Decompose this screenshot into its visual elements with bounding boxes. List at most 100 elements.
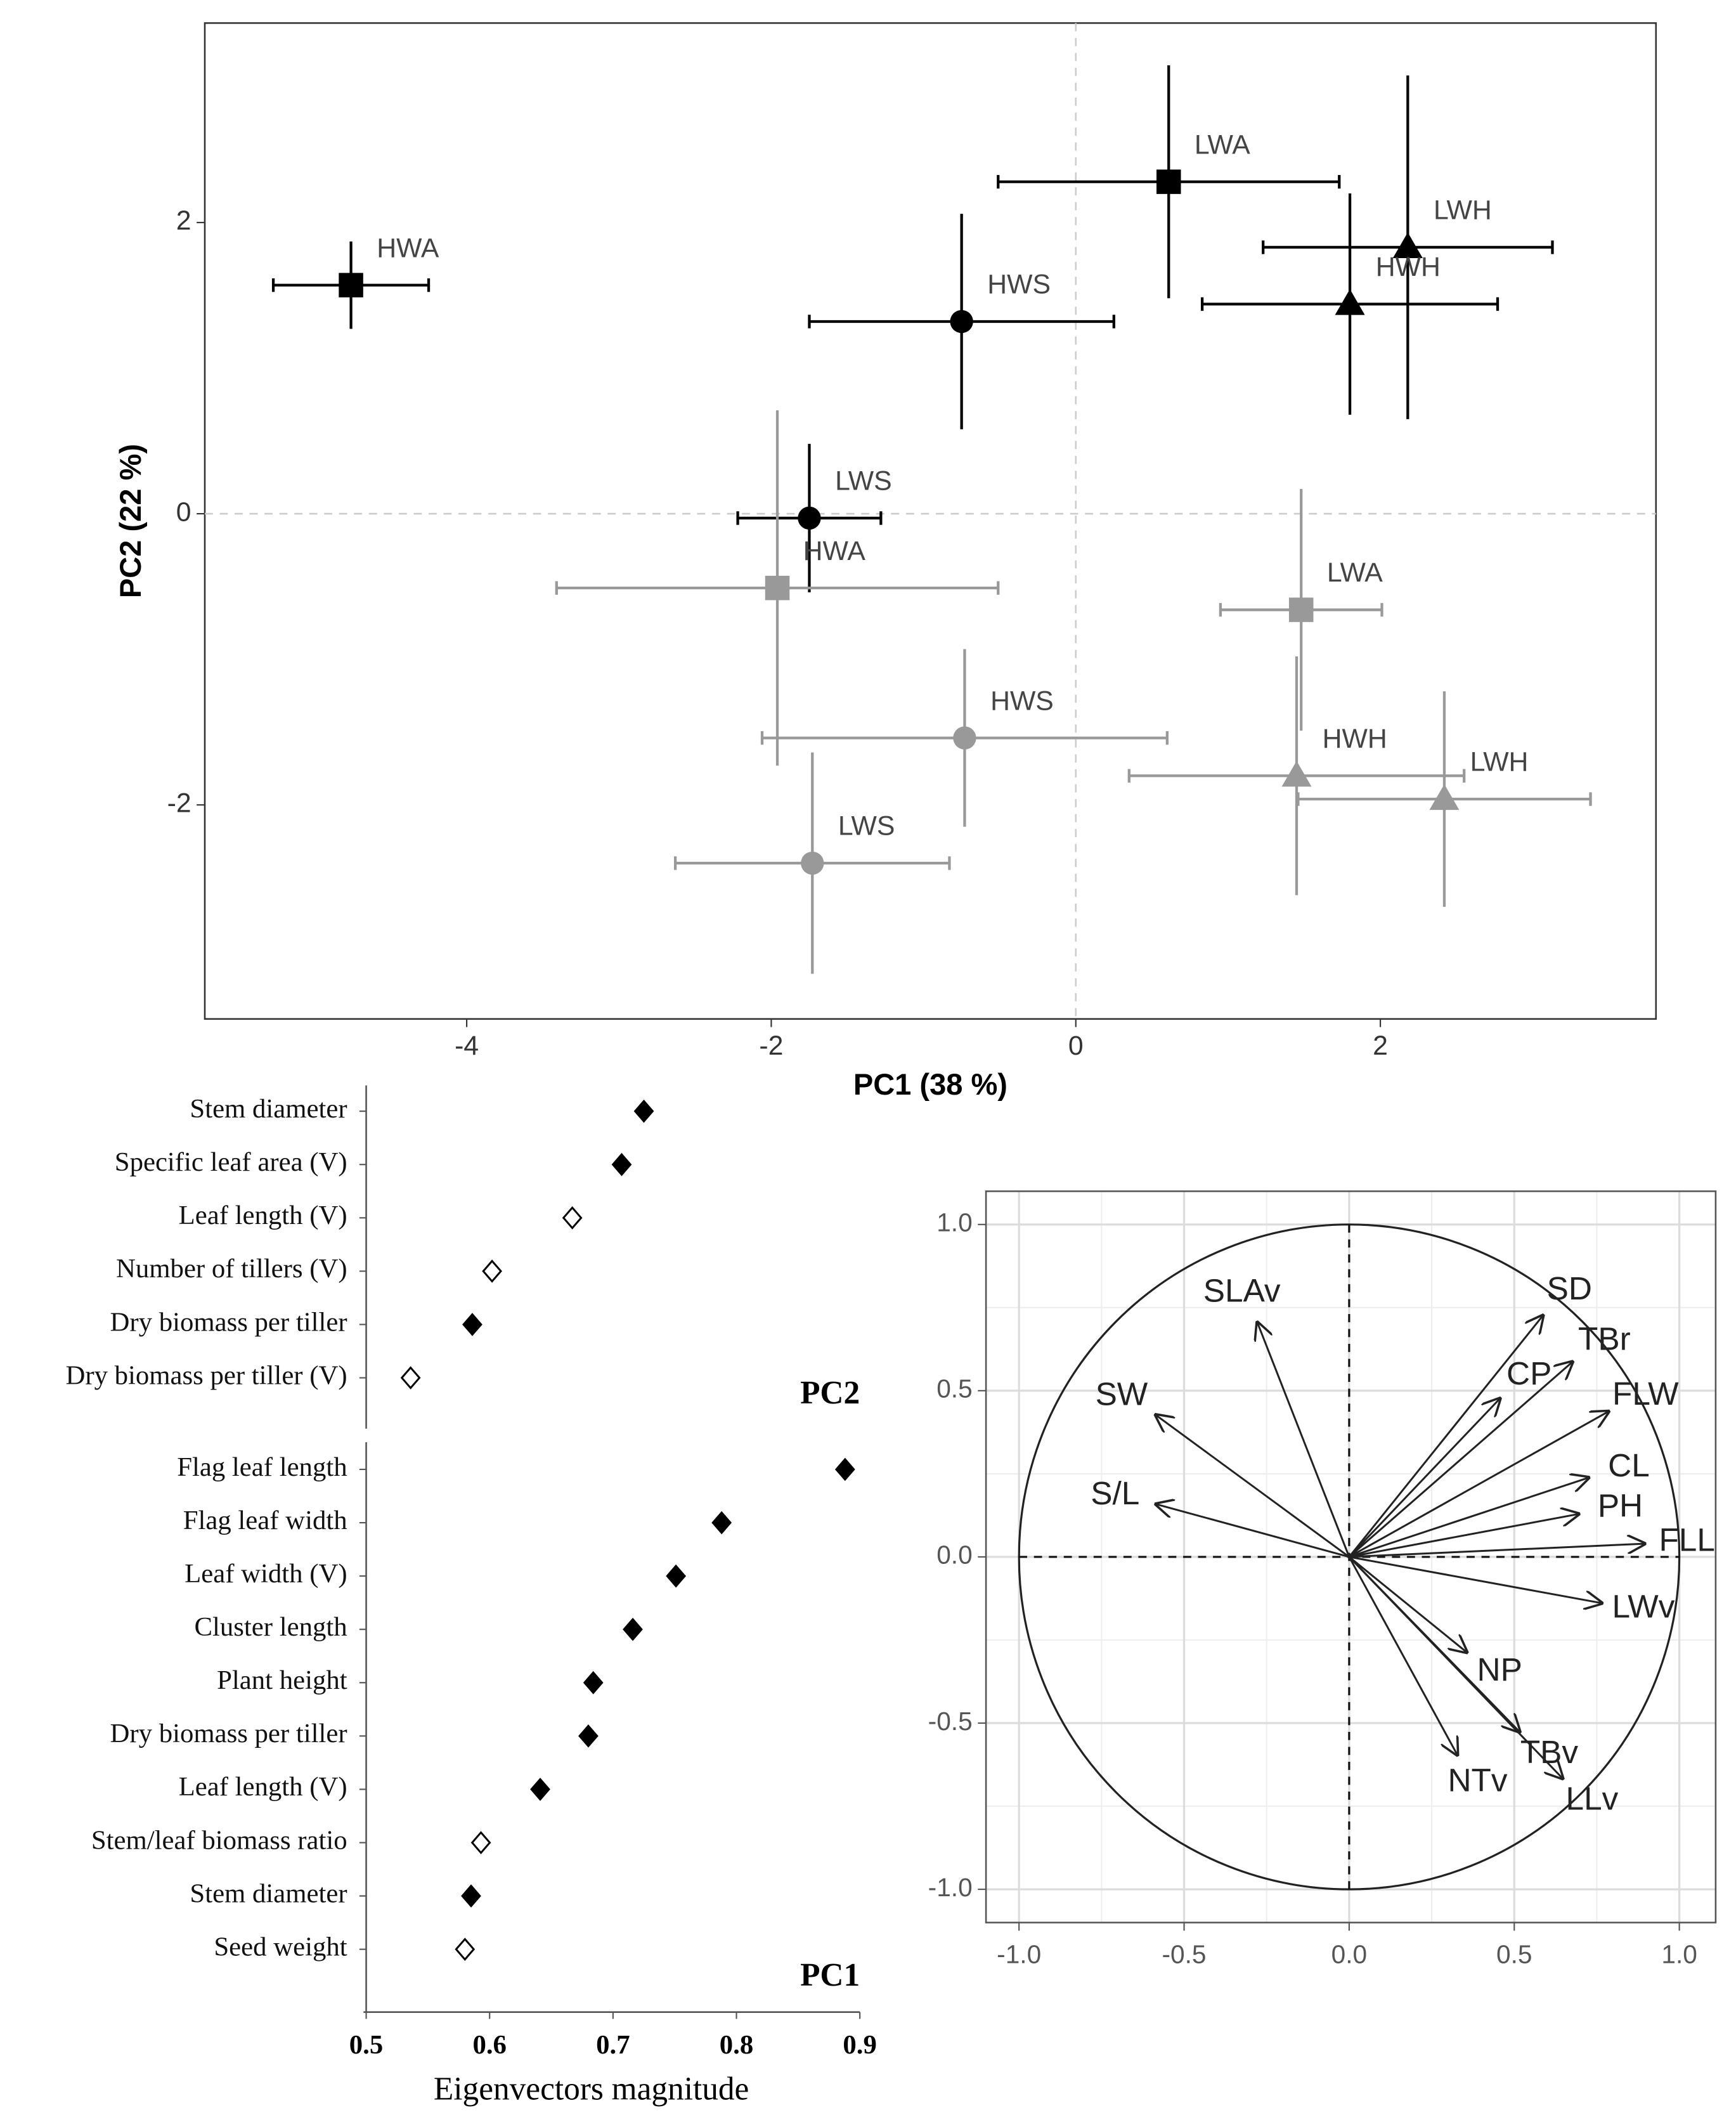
x-tick-label: 2: [1373, 1031, 1388, 1061]
panel-label: PC2: [800, 1375, 860, 1411]
point: [1288, 597, 1314, 622]
dot: [461, 1884, 481, 1908]
arrow-label: SW: [1096, 1376, 1148, 1412]
arrow-label: SD: [1547, 1270, 1592, 1306]
loading-arrow: [1348, 1361, 1574, 1558]
loading-arrow: [1349, 1477, 1590, 1558]
point-label: LWA: [1327, 557, 1383, 588]
x-tick-label: 0.7: [596, 2030, 630, 2060]
point-label: LWS: [838, 811, 895, 842]
point: [950, 309, 973, 334]
point: [801, 851, 824, 875]
point-label: HWS: [990, 686, 1054, 716]
y-tick-label: 0.0: [936, 1540, 972, 1570]
category-label: Dry biomass per tiller: [110, 1719, 347, 1748]
loading-arrow: [1155, 1414, 1350, 1558]
arrow-label: LWv: [1612, 1588, 1675, 1624]
dot: [834, 1457, 855, 1481]
point: [1392, 232, 1423, 259]
y-tick-label: 2: [176, 205, 191, 236]
x-tick-label: 0.6: [472, 2030, 506, 2060]
arrow-label: PH: [1598, 1488, 1643, 1524]
x-tick-label: -1.0: [997, 1940, 1041, 1969]
category-label: Specific leaf area (V): [115, 1147, 347, 1177]
arrow-label: FLW: [1612, 1376, 1679, 1412]
point: [1156, 169, 1181, 194]
point-label: HWH: [1376, 252, 1441, 282]
category-label: Stem diameter: [190, 1878, 347, 1908]
category-label: Plant height: [217, 1665, 347, 1695]
dot: [623, 1617, 643, 1641]
dot: [578, 1724, 599, 1748]
y-tick-label: -1.0: [928, 1873, 973, 1902]
point-label: LWH: [1470, 747, 1529, 778]
x-tick-label: 0.5: [1496, 1940, 1532, 1969]
x-tick-label: 0.9: [843, 2030, 876, 2060]
loading-arrow: [1155, 1504, 1350, 1558]
dot: [711, 1511, 732, 1535]
dot: [611, 1152, 632, 1176]
x-tick-label: 0.8: [720, 2030, 753, 2060]
point: [765, 575, 790, 601]
x-axis-label: Eigenvectors magnitude: [434, 2071, 749, 2107]
loading-arrow: [1349, 1544, 1647, 1558]
category-label: Stem diameter: [190, 1094, 347, 1124]
y-tick-label: -2: [167, 788, 191, 818]
dot: [666, 1564, 687, 1588]
arrow-label: LLv: [1566, 1781, 1619, 1817]
arrow-label: TBr: [1578, 1320, 1631, 1357]
dot: [633, 1099, 654, 1123]
category-label: Seed weight: [214, 1932, 347, 1962]
category-label: Leaf length (V): [179, 1201, 347, 1230]
arrow-label: CL: [1608, 1447, 1650, 1483]
category-label: Dry biomass per tiller (V): [65, 1360, 347, 1390]
plot-frame: [985, 1190, 1717, 1923]
dot: [400, 1366, 421, 1390]
category-label: Leaf length (V): [179, 1772, 347, 1802]
category-label: Leaf width (V): [185, 1559, 347, 1589]
point: [1429, 784, 1460, 810]
x-axis-label: PC1 (38 %): [853, 1067, 1007, 1101]
dot: [583, 1670, 604, 1695]
category-label: Cluster length: [194, 1612, 347, 1642]
loading-arrow: [1349, 1410, 1610, 1558]
arrow-label: S/L: [1091, 1475, 1139, 1511]
point-label: HWA: [803, 536, 866, 566]
point-label: HWH: [1323, 724, 1387, 754]
x-tick-label: -4: [455, 1031, 479, 1061]
arrow-label: NP: [1477, 1651, 1522, 1688]
dot: [462, 1313, 483, 1336]
x-tick-label: 1.0: [1661, 1940, 1697, 1969]
point: [1335, 289, 1365, 315]
arrow-label: FLL: [1659, 1521, 1714, 1558]
y-tick-label: 1.0: [936, 1208, 972, 1237]
arrow-label: NTv: [1448, 1762, 1507, 1798]
x-tick-label: 0.0: [1331, 1940, 1367, 1969]
y-axis-label: PC2 (22 %): [113, 444, 147, 598]
y-tick-label: 0.5: [936, 1374, 972, 1403]
category-label: Dry biomass per tiller: [110, 1307, 347, 1337]
dot: [482, 1260, 502, 1283]
panel-label: PC1: [800, 1957, 860, 1993]
arrow-label: CP: [1506, 1355, 1551, 1391]
x-tick-label: 0: [1068, 1031, 1084, 1061]
point: [953, 726, 976, 750]
loading-arrow: [1348, 1314, 1544, 1558]
loading-arrow: [1349, 1556, 1603, 1603]
point-label: HWA: [377, 233, 439, 263]
loading-arrow: [1349, 1514, 1581, 1558]
x-tick-label: -0.5: [1162, 1940, 1207, 1969]
point: [1281, 760, 1312, 787]
category-label: Number of tillers (V): [116, 1254, 347, 1284]
y-tick-label: 0: [176, 497, 191, 527]
point-label: LWS: [835, 466, 891, 497]
point: [339, 273, 363, 297]
dot: [562, 1206, 583, 1230]
loading-arrow: [1257, 1321, 1351, 1558]
x-tick-label: -2: [759, 1031, 783, 1061]
point-label: LWH: [1434, 195, 1492, 226]
loading-arrow: [1348, 1556, 1458, 1756]
plot-frame: [204, 22, 1657, 1020]
